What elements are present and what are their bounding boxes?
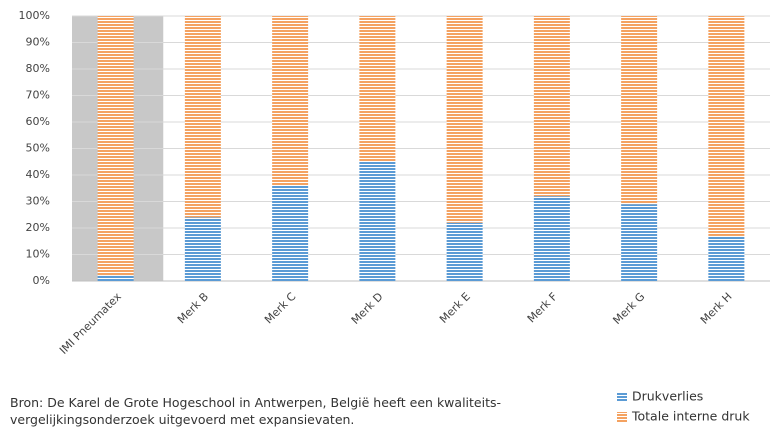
bar-segment xyxy=(708,235,745,281)
bar-segment xyxy=(446,16,483,223)
legend-swatch xyxy=(617,412,627,422)
bar-segment xyxy=(97,16,134,276)
x-tick-label: IMI Pneumatex xyxy=(57,290,124,357)
bar-segment xyxy=(533,196,570,281)
y-tick-label: 10% xyxy=(26,248,50,261)
y-tick-label: 40% xyxy=(26,168,50,181)
legend-label: Drukverlies xyxy=(632,389,703,404)
legend-swatch xyxy=(617,392,627,402)
y-tick-label: 60% xyxy=(26,115,50,128)
x-tick-label: Merk C xyxy=(262,290,299,327)
y-tick-label: 80% xyxy=(26,62,50,75)
x-tick-label: Merk E xyxy=(437,290,473,326)
y-tick-label: 100% xyxy=(19,9,50,22)
y-tick-label: 0% xyxy=(33,274,50,287)
legend-label: Totale interne druk xyxy=(631,409,750,424)
source-note: Bron: De Karel de Grote Hogeschool in An… xyxy=(10,395,501,427)
x-tick-label: Merk F xyxy=(525,290,560,325)
y-tick-label: 30% xyxy=(26,195,50,208)
x-tick-label: Merk B xyxy=(175,290,211,326)
y-tick-label: 20% xyxy=(26,221,50,234)
y-tick-label: 90% xyxy=(26,36,50,49)
bar-segment xyxy=(97,275,134,281)
x-tick-label: Merk H xyxy=(698,290,735,327)
bar-segment xyxy=(272,185,309,281)
bar-segment xyxy=(359,16,396,162)
x-tick-label: Merk G xyxy=(610,290,647,327)
bar-segment xyxy=(621,204,658,281)
y-tick-label: 70% xyxy=(26,89,50,102)
bar-segment xyxy=(446,222,483,281)
y-tick-label: 50% xyxy=(26,142,50,155)
bar-segment xyxy=(184,16,221,218)
bar-segment xyxy=(533,16,570,197)
bar-segment xyxy=(359,161,396,281)
x-tick-label: Merk D xyxy=(349,290,386,327)
bar-segment xyxy=(272,16,309,186)
bar-segment xyxy=(708,16,745,236)
bar-segment xyxy=(621,16,658,205)
bar-segment xyxy=(184,217,221,281)
